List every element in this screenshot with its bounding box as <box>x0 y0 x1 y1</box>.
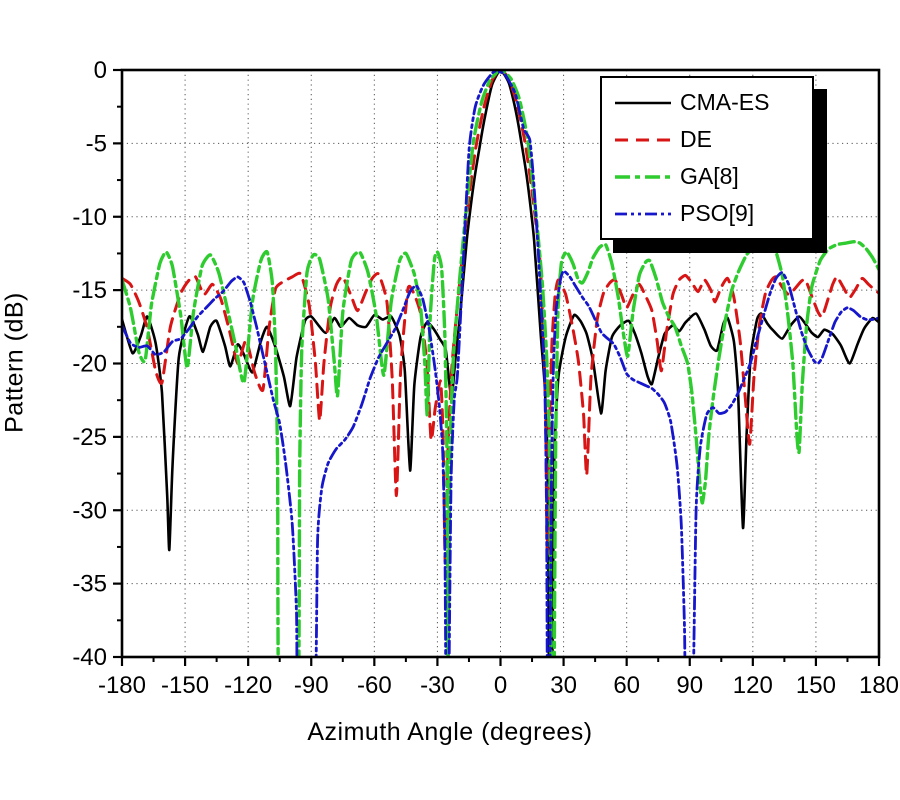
x-tick-label: 60 <box>613 672 640 699</box>
x-axis-title: Azimuth Angle (degrees) <box>307 718 593 746</box>
y-tick-label: 0 <box>94 57 107 84</box>
legend-entry-pso: PSO[9] <box>614 195 804 232</box>
x-tick-label: -180 <box>98 672 146 699</box>
legend-entry-ga: GA[8] <box>614 158 804 195</box>
x-tick-label: 90 <box>676 672 703 699</box>
x-tick-label: 180 <box>859 672 899 699</box>
y-tick-label: -15 <box>72 277 107 304</box>
y-tick-label: -35 <box>72 571 107 598</box>
x-tick-label: -30 <box>420 672 455 699</box>
de-line-sample <box>615 138 671 141</box>
series-path-PSO[9] <box>122 70 879 657</box>
legend-label-cmaes: CMA-ES <box>680 89 770 115</box>
y-tick-label: -10 <box>72 204 107 231</box>
x-tick-label: -60 <box>357 672 392 699</box>
y-axis-title: Pattern (dB) <box>0 292 29 433</box>
series-path-CMA-ES <box>122 70 879 657</box>
x-tick-label: 0 <box>494 672 507 699</box>
legend-entry-cmaes: CMA-ES <box>614 84 804 121</box>
series-group <box>122 70 879 657</box>
y-tick-label: -20 <box>72 351 107 378</box>
legend-entry-de: DE <box>614 121 804 158</box>
y-tick-label: -30 <box>72 497 107 524</box>
legend-label-ga: GA[8] <box>680 163 739 189</box>
series-path-GA[8] <box>122 70 879 657</box>
x-tick-label: 120 <box>733 672 773 699</box>
cmaes-line-sample <box>615 101 671 104</box>
y-tick-label: -40 <box>72 644 107 671</box>
y-tick-label: -25 <box>72 424 107 451</box>
legend-label-de: DE <box>680 126 712 152</box>
x-tick-label: 30 <box>550 672 577 699</box>
x-tick-label: -120 <box>224 672 272 699</box>
legend-box: CMA-ES DE GA[8] PSO[9] <box>600 76 814 240</box>
y-tick-label: -5 <box>86 130 107 157</box>
legend-label-pso: PSO[9] <box>680 200 755 226</box>
ga-line-sample <box>615 174 671 179</box>
x-tick-label: -90 <box>294 672 329 699</box>
pso-line-sample <box>615 212 671 215</box>
x-tick-label: 150 <box>796 672 836 699</box>
x-tick-label: -150 <box>161 672 209 699</box>
